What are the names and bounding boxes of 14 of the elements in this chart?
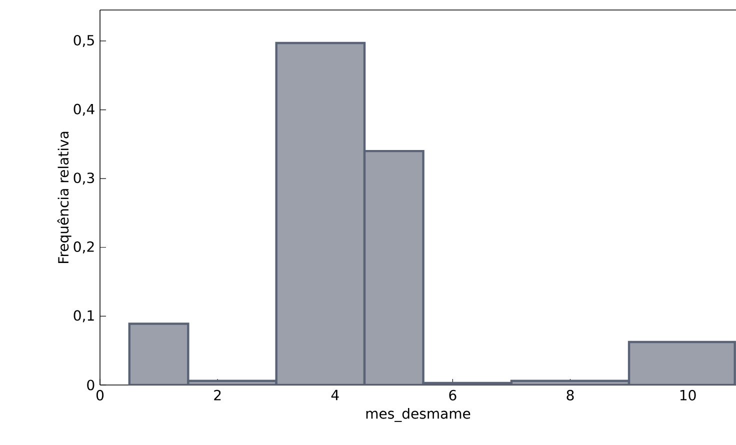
x-axis-title: mes_desmame — [366, 408, 470, 422]
y-axis-title: Frequência relativa — [57, 132, 72, 263]
y-tick-label: 0,5 — [74, 34, 94, 47]
y-tick-label: 0,2 — [74, 241, 94, 254]
y-tick-label: 0,3 — [74, 172, 94, 185]
y-tick-label: 0,1 — [74, 310, 94, 322]
x-tick-label: 10 — [680, 390, 696, 400]
x-tick-label: 2 — [214, 390, 221, 400]
y-tick-label: 0 — [87, 380, 94, 390]
x-tick-label: 6 — [449, 390, 456, 400]
y-tick-label: 0,4 — [74, 104, 94, 116]
x-tick-label: 4 — [331, 390, 339, 400]
x-tick-label: 8 — [566, 390, 574, 400]
x-tick-label: 0 — [96, 390, 104, 400]
